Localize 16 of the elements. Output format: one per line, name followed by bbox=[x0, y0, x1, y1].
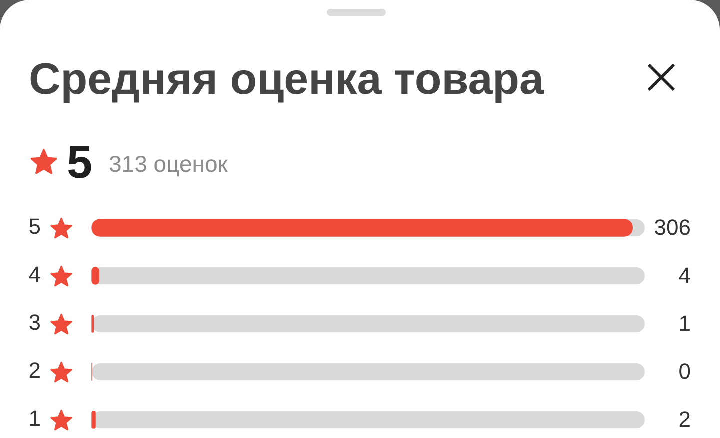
data-label: 2 bbox=[678, 407, 691, 432]
y-tick-label: 3 bbox=[28, 310, 41, 336]
data-label: 0 bbox=[678, 359, 691, 384]
data-label: 1 bbox=[678, 311, 691, 336]
chart-subtitle: 5 bbox=[67, 136, 93, 188]
data-label: 306 bbox=[654, 215, 691, 240]
bar bbox=[92, 411, 96, 429]
y-tick-label: 4 bbox=[28, 262, 41, 288]
chart-title: Средняя оценка товара bbox=[29, 54, 544, 106]
y-tick-label: 2 bbox=[28, 358, 41, 384]
text: 313 оценок bbox=[109, 150, 228, 178]
bar bbox=[92, 315, 94, 333]
y-tick-label: 5 bbox=[28, 214, 41, 240]
y-tick-label: 1 bbox=[28, 406, 41, 432]
data-label: 4 bbox=[678, 263, 691, 288]
bar bbox=[92, 219, 633, 237]
